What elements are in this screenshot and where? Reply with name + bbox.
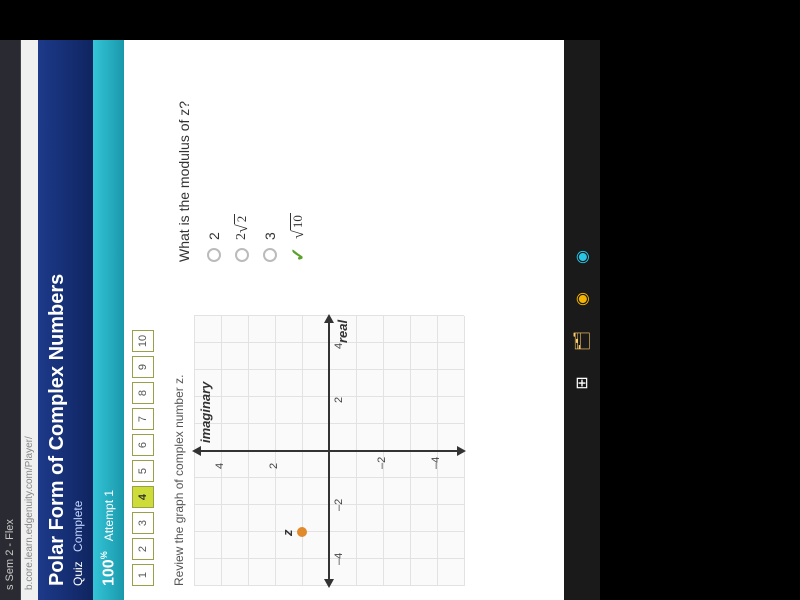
choice-3[interactable]: ✓ √10	[288, 54, 309, 262]
y-tick-2: 2	[268, 463, 280, 469]
x-tick-2: 2	[333, 397, 345, 403]
taskbar: ⊞ 🗂 ◉ ◉	[564, 40, 600, 600]
lesson-subtitle: Quiz Complete	[71, 54, 85, 586]
check-icon: ✓	[288, 247, 309, 262]
choice-text-2: 3	[262, 232, 278, 240]
question-nav: 1 2 3 4 5 6 7 8 9 10	[124, 40, 162, 600]
chrome-icon[interactable]: ◉	[570, 287, 594, 311]
attempt-label: Attempt 1	[102, 490, 116, 541]
url-text: b.core.learn.edgenuity.com/Player/	[24, 436, 35, 590]
progress-bar: 100% Attempt 1	[93, 40, 124, 600]
browser-tab[interactable]: s Sem 2 - Flex	[0, 40, 21, 600]
lesson-title: Polar Form of Complex Numbers	[46, 54, 69, 586]
question-nav-9[interactable]: 9	[132, 356, 154, 378]
progress-suffix: %	[99, 551, 109, 559]
question-nav-4[interactable]: 4	[132, 486, 154, 508]
graph-prompt: Review the graph of complex number z.	[172, 286, 186, 586]
y-tick-4: 4	[214, 463, 226, 469]
choice-2[interactable]: 3	[262, 54, 278, 262]
question-nav-1[interactable]: 1	[132, 564, 154, 586]
imaginary-axis-label: imaginary	[198, 382, 213, 443]
x-tick--2: –2	[333, 499, 345, 511]
radio-icon	[263, 248, 277, 262]
tab-title: s Sem 2 - Flex	[4, 519, 16, 590]
x-tick-4: 4	[333, 343, 345, 349]
left-column: Review the graph of complex number z. –4…	[172, 286, 464, 586]
file-explorer-icon[interactable]: 🗂	[570, 329, 594, 353]
progress-number: 100	[100, 559, 117, 586]
point-z	[297, 527, 307, 537]
question-nav-7[interactable]: 7	[132, 408, 154, 430]
question-nav-6[interactable]: 6	[132, 434, 154, 456]
url-bar[interactable]: b.core.learn.edgenuity.com/Player/	[21, 40, 38, 600]
choice-text-0: 2	[206, 232, 222, 240]
black-strip	[0, 0, 600, 40]
app-screen: s Sem 2 - Flex b.core.learn.edgenuity.co…	[0, 40, 600, 600]
y-tick--4: –4	[430, 457, 442, 469]
activity-status: Complete	[71, 501, 85, 552]
y-tick--2: –2	[376, 457, 388, 469]
radio-icon	[207, 248, 221, 262]
question-nav-2[interactable]: 2	[132, 538, 154, 560]
right-column: What is the modulus of z? 2 2√2 3 ✓ √10	[172, 54, 464, 262]
question-nav-10[interactable]: 10	[132, 330, 154, 352]
choice-0[interactable]: 2	[206, 54, 222, 262]
x-tick--4: –4	[333, 553, 345, 565]
answer-choices: 2 2√2 3 ✓ √10	[206, 54, 309, 262]
radio-icon	[235, 248, 249, 262]
question-nav-5[interactable]: 5	[132, 460, 154, 482]
choice-text-1: 2√2	[232, 214, 252, 240]
edge-icon[interactable]: ◉	[570, 245, 594, 269]
lesson-banner: Polar Form of Complex Numbers Quiz Compl…	[38, 40, 93, 600]
real-axis-label: real	[335, 320, 350, 343]
content-area: Review the graph of complex number z. –4…	[162, 40, 484, 600]
choice-text-3: √10	[290, 213, 308, 239]
question-text: What is the modulus of z?	[176, 54, 192, 262]
complex-plane-graph: –4–224–4–224realimaginaryz	[194, 316, 464, 586]
point-z-label: z	[280, 530, 295, 537]
progress-percent: 100%	[99, 551, 118, 586]
activity-type: Quiz	[71, 561, 85, 586]
task-view-icon[interactable]: ⊞	[570, 371, 594, 395]
question-nav-3[interactable]: 3	[132, 512, 154, 534]
question-nav-8[interactable]: 8	[132, 382, 154, 404]
choice-1[interactable]: 2√2	[232, 54, 252, 262]
